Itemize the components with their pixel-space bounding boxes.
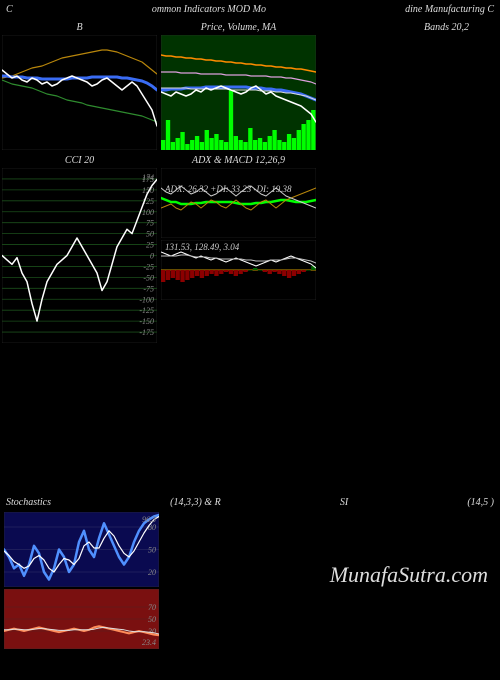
rsi-chart: 70503023.4 bbox=[4, 589, 159, 649]
cci-panel: CCI 20 1751501251007550250-25-50-75-100-… bbox=[2, 154, 157, 343]
stoch-panel: 80502096.3 bbox=[4, 512, 159, 587]
adx-sub: ADX: 26.32 +DI: 33.23 -DI: 19.38 bbox=[165, 184, 292, 194]
pricevol-title: Price, Volume, MA bbox=[161, 21, 316, 35]
svg-text:50: 50 bbox=[148, 615, 156, 624]
adx-title: ADX & MACD 12,26,9 bbox=[161, 154, 316, 168]
svg-text:50: 50 bbox=[148, 546, 156, 555]
svg-text:-100: -100 bbox=[139, 295, 154, 304]
adx-macd-panel: ADX & MACD 12,26,9 ADX: 26.32 +DI: 33.23… bbox=[161, 154, 316, 343]
svg-text:100: 100 bbox=[142, 208, 154, 217]
svg-text:50: 50 bbox=[146, 230, 154, 239]
svg-text:-50: -50 bbox=[143, 273, 154, 282]
svg-text:20: 20 bbox=[148, 568, 156, 577]
stoch-chart: 80502096.3 bbox=[4, 512, 159, 587]
svg-text:-175: -175 bbox=[139, 328, 154, 337]
svg-text:70: 70 bbox=[148, 603, 156, 612]
rsi-panel: 70503023.4 bbox=[4, 589, 159, 649]
stoch-header: Stochastics (14,3,3) & R SI (14,5 ) bbox=[0, 495, 500, 510]
bollinger-title: B bbox=[2, 21, 157, 35]
hdr-mid2: dine Manufacturing C bbox=[405, 4, 494, 15]
stoch-hdr-m2: SI bbox=[340, 497, 348, 508]
cci-title: CCI 20 bbox=[2, 154, 157, 168]
svg-text:25: 25 bbox=[146, 241, 154, 250]
svg-text:174: 174 bbox=[142, 173, 154, 182]
svg-text:96.3: 96.3 bbox=[142, 515, 156, 524]
svg-text:23.4: 23.4 bbox=[142, 638, 156, 647]
stoch-hdr-r: (14,5 ) bbox=[467, 497, 494, 508]
pricevol-chart bbox=[161, 35, 316, 150]
cci-chart: 1751501251007550250-25-50-75-100-125-150… bbox=[2, 168, 157, 343]
watermark: MunafaSutra.com bbox=[330, 562, 488, 588]
svg-text:75: 75 bbox=[146, 219, 154, 228]
bands-panel: Bands 20,2 bbox=[320, 21, 475, 150]
hdr-mid: ommon Indicators MOD Mo bbox=[152, 4, 266, 15]
page-header: C ommon Indicators MOD Mo dine Manufactu… bbox=[0, 0, 500, 19]
hdr-left: C bbox=[6, 4, 13, 15]
macd-sub: 131.53, 128.49, 3.04 bbox=[165, 242, 239, 252]
svg-text:0: 0 bbox=[150, 252, 154, 261]
stoch-hdr-l: Stochastics bbox=[6, 497, 51, 508]
svg-text:-25: -25 bbox=[143, 262, 154, 271]
adx-chart bbox=[161, 168, 316, 238]
svg-text:-125: -125 bbox=[139, 306, 154, 315]
stoch-hdr-m: (14,3,3) & R bbox=[170, 497, 221, 508]
pricevol-panel: Price, Volume, MA bbox=[161, 21, 316, 150]
bollinger-panel: B bbox=[2, 21, 157, 150]
bollinger-chart bbox=[2, 35, 157, 150]
bands-title: Bands 20,2 bbox=[320, 21, 475, 35]
svg-text:-75: -75 bbox=[143, 284, 154, 293]
svg-text:-150: -150 bbox=[139, 317, 154, 326]
